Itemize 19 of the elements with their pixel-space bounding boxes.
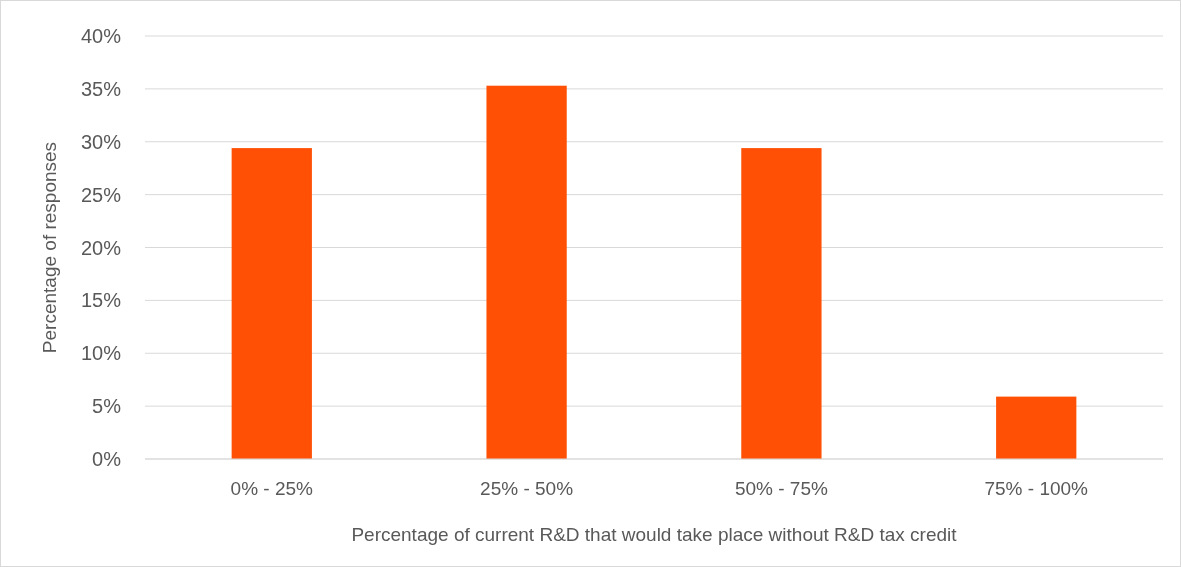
y-tick-label: 25%	[80, 183, 122, 206]
y-tick-label: 20%	[80, 236, 122, 259]
y-tick-label: 10%	[80, 342, 122, 365]
bar	[741, 148, 822, 459]
y-tick-label: 5%	[92, 395, 122, 418]
bar	[486, 85, 567, 459]
x-tick-label: 50% - 75%	[734, 478, 828, 499]
y-axis-title: Percentage of responses	[39, 141, 60, 354]
bar	[231, 148, 312, 459]
y-tick-label: 15%	[80, 289, 122, 312]
y-tick-label: 40%	[80, 25, 122, 47]
x-axis-title: Percentage of current R&D that would take place without R&D tax credit	[351, 524, 958, 545]
y-tick-label: 0%	[92, 448, 122, 470]
y-tick-label: 35%	[80, 77, 122, 100]
y-tick-label: 30%	[80, 130, 122, 153]
bar	[996, 396, 1077, 459]
x-tick-label: 25% - 50%	[480, 478, 574, 499]
x-tick-label: 0% - 25%	[230, 478, 314, 499]
x-tick-label: 75% - 100%	[984, 478, 1089, 499]
